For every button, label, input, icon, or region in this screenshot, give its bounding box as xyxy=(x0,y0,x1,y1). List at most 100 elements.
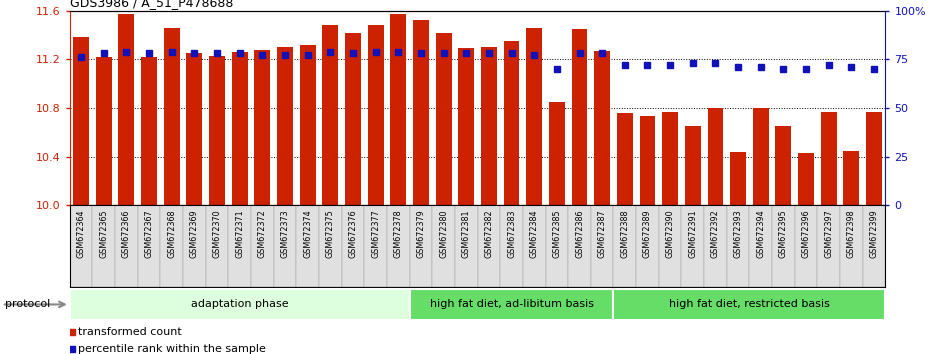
Bar xyxy=(251,205,273,287)
Bar xyxy=(594,51,610,205)
Text: GSM672378: GSM672378 xyxy=(393,209,403,258)
Bar xyxy=(640,116,656,205)
Text: GSM672396: GSM672396 xyxy=(802,209,811,258)
Text: GSM672368: GSM672368 xyxy=(167,209,176,258)
Bar xyxy=(229,205,251,287)
Text: adaptation phase: adaptation phase xyxy=(191,299,288,309)
Bar xyxy=(432,205,455,287)
Text: GSM672393: GSM672393 xyxy=(734,209,742,258)
Bar xyxy=(367,25,383,205)
Text: GSM672366: GSM672366 xyxy=(122,209,131,258)
Bar xyxy=(572,29,588,205)
Bar xyxy=(319,205,341,287)
Text: GSM672373: GSM672373 xyxy=(281,209,289,258)
Text: GSM672395: GSM672395 xyxy=(779,209,788,258)
Bar xyxy=(458,48,474,205)
Bar xyxy=(96,57,112,205)
Text: GSM672397: GSM672397 xyxy=(824,209,833,258)
Bar xyxy=(730,152,746,205)
Text: GSM672391: GSM672391 xyxy=(688,209,698,258)
Text: percentile rank within the sample: percentile rank within the sample xyxy=(78,344,266,354)
Bar xyxy=(273,205,297,287)
Bar xyxy=(726,205,750,287)
Bar xyxy=(73,38,89,205)
Text: GSM672380: GSM672380 xyxy=(439,209,448,258)
Text: GSM672364: GSM672364 xyxy=(76,209,86,258)
Bar xyxy=(504,41,520,205)
Bar xyxy=(206,205,229,287)
Bar xyxy=(299,45,315,205)
Text: protocol: protocol xyxy=(5,299,50,309)
Bar xyxy=(662,112,678,205)
Bar xyxy=(409,289,614,320)
Bar xyxy=(684,126,700,205)
Bar xyxy=(92,205,115,287)
Bar xyxy=(546,205,568,287)
Text: GSM672390: GSM672390 xyxy=(666,209,674,258)
Text: GDS3986 / A_51_P478688: GDS3986 / A_51_P478688 xyxy=(70,0,233,10)
Bar xyxy=(138,205,160,287)
Bar xyxy=(277,47,293,205)
Bar xyxy=(164,28,179,205)
Bar xyxy=(526,28,542,205)
Bar xyxy=(141,57,157,205)
Bar xyxy=(636,205,658,287)
Bar xyxy=(323,25,339,205)
Bar xyxy=(591,205,614,287)
Text: GSM672365: GSM672365 xyxy=(100,209,108,258)
Text: high fat diet, ad-libitum basis: high fat diet, ad-libitum basis xyxy=(430,299,593,309)
Bar xyxy=(232,52,247,205)
Bar xyxy=(500,205,523,287)
Bar xyxy=(752,108,769,205)
Bar xyxy=(481,47,497,205)
Bar xyxy=(183,205,206,287)
Text: GSM672376: GSM672376 xyxy=(349,209,357,258)
Bar xyxy=(345,33,361,205)
Text: GSM672388: GSM672388 xyxy=(620,209,630,258)
Bar xyxy=(455,205,478,287)
Bar xyxy=(617,113,632,205)
Bar xyxy=(866,112,882,205)
Bar xyxy=(523,205,546,287)
Text: GSM672379: GSM672379 xyxy=(417,209,425,258)
Bar xyxy=(682,205,704,287)
Text: GSM672372: GSM672372 xyxy=(258,209,267,258)
Bar xyxy=(70,289,409,320)
Bar xyxy=(776,126,791,205)
Text: high fat diet, restricted basis: high fat diet, restricted basis xyxy=(669,299,830,309)
Text: GSM672377: GSM672377 xyxy=(371,209,380,258)
Text: GSM672375: GSM672375 xyxy=(326,209,335,258)
Text: GSM672398: GSM672398 xyxy=(847,209,856,258)
Bar xyxy=(549,102,565,205)
Bar xyxy=(772,205,795,287)
Text: GSM672383: GSM672383 xyxy=(507,209,516,258)
Bar xyxy=(186,53,203,205)
Bar xyxy=(341,205,365,287)
Text: transformed count: transformed count xyxy=(78,327,181,337)
Bar xyxy=(115,205,138,287)
Bar xyxy=(209,56,225,205)
Text: GSM672384: GSM672384 xyxy=(530,209,538,258)
Bar xyxy=(614,289,885,320)
Text: GSM672394: GSM672394 xyxy=(756,209,765,258)
Bar xyxy=(750,205,772,287)
Bar xyxy=(391,14,406,205)
Bar xyxy=(70,205,92,287)
Text: GSM672389: GSM672389 xyxy=(643,209,652,258)
Bar xyxy=(795,205,817,287)
Bar xyxy=(798,153,814,205)
Bar xyxy=(844,150,859,205)
Text: GSM672385: GSM672385 xyxy=(552,209,562,258)
Bar xyxy=(435,33,451,205)
Text: GSM672399: GSM672399 xyxy=(870,209,879,258)
Text: GSM672392: GSM672392 xyxy=(711,209,720,258)
Bar xyxy=(863,205,885,287)
Text: GSM672374: GSM672374 xyxy=(303,209,312,258)
Bar xyxy=(817,205,840,287)
Bar xyxy=(708,108,724,205)
Text: GSM672387: GSM672387 xyxy=(598,209,606,258)
Bar xyxy=(614,205,636,287)
Bar xyxy=(840,205,863,287)
Bar xyxy=(478,205,500,287)
Bar xyxy=(160,205,183,287)
